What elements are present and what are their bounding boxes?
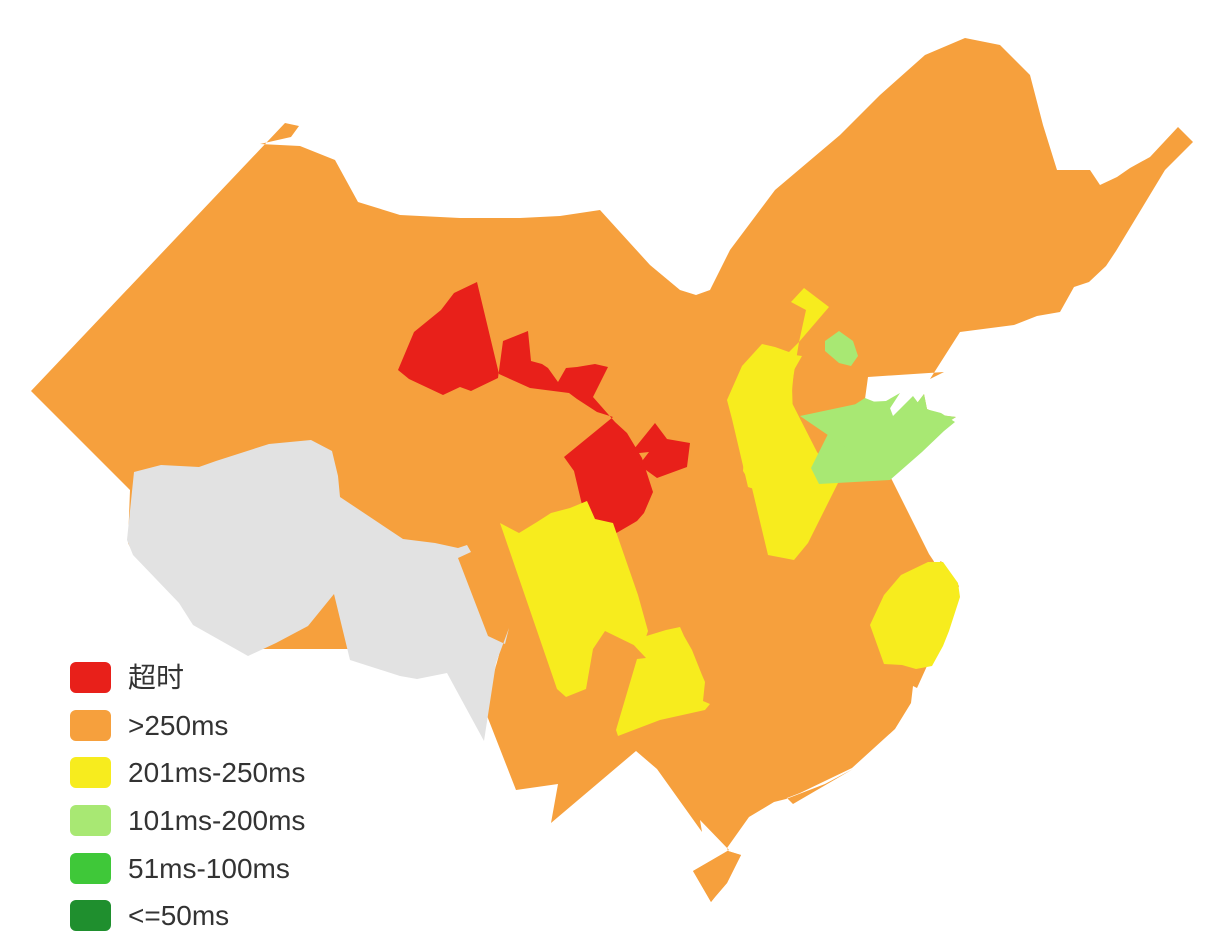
svg-text:51ms-100ms: 51ms-100ms <box>128 853 290 884</box>
svg-text:201ms-250ms: 201ms-250ms <box>128 757 305 788</box>
svg-text:<=50ms: <=50ms <box>128 900 229 931</box>
svg-text:>250ms: >250ms <box>128 710 228 741</box>
svg-text:101ms-200ms: 101ms-200ms <box>128 805 305 836</box>
svg-text:超时: 超时 <box>128 662 184 693</box>
